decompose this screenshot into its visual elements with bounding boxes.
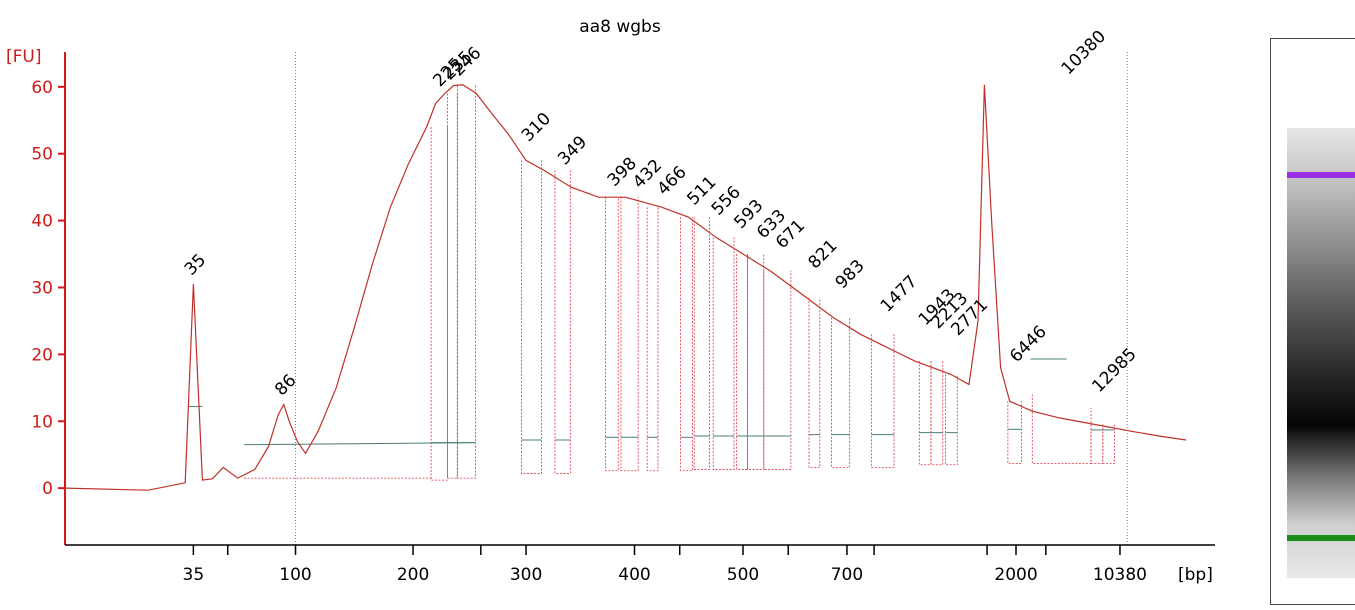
upper-marker-band — [1287, 172, 1355, 178]
region-markers — [295, 52, 1128, 545]
gel-lane — [1270, 38, 1355, 605]
peak-label: 6446 — [1006, 322, 1051, 367]
peak-box — [693, 217, 710, 470]
y-tick-label: 10 — [31, 412, 53, 432]
peak-box — [680, 217, 693, 472]
x-tick-label: 500 — [727, 565, 759, 585]
peak-box — [808, 297, 821, 468]
peak-box — [605, 197, 619, 472]
peak-box — [736, 254, 748, 470]
upper-marker-box — [1031, 394, 1092, 464]
gel-lane-image — [1287, 128, 1355, 578]
peak-box — [1007, 401, 1022, 464]
peak-box — [831, 317, 851, 468]
axes — [64, 52, 1215, 546]
peak-box — [620, 197, 639, 472]
y-axis-ticks: 0 10 20 30 40 50 60 — [31, 78, 65, 499]
peak-box — [763, 270, 792, 470]
peak-box — [1102, 424, 1115, 464]
peak-box — [646, 207, 659, 472]
upper-marker-label: 10380 — [1058, 27, 1110, 79]
trace — [64, 84, 1187, 491]
y-tick-label: 0 — [42, 479, 53, 499]
peak-label: 349 — [554, 132, 591, 169]
peak-box — [930, 361, 944, 466]
peak-label: 86 — [271, 371, 300, 400]
x-tick-label: 200 — [397, 565, 429, 585]
peak-label: 1477 — [877, 272, 922, 317]
peak-label: 12985 — [1088, 344, 1140, 396]
peak-box — [870, 334, 895, 468]
y-axis-unit: [FU] — [6, 47, 42, 67]
trace-line — [64, 84, 1187, 491]
x-tick-label: 700 — [831, 565, 863, 585]
peak-box — [521, 160, 542, 474]
chart-title: aa8 wgbs — [579, 17, 661, 37]
peak-box — [712, 237, 735, 470]
x-tick-label: 10380 — [1093, 565, 1147, 585]
peak-box — [747, 254, 765, 470]
peak-box — [456, 85, 476, 479]
x-tick-label: 35 — [183, 565, 205, 585]
y-tick-label: 50 — [31, 145, 53, 165]
peak-boxes — [188, 85, 1115, 481]
peak-box — [430, 126, 448, 481]
peak-box — [446, 93, 458, 479]
y-tick-label: 20 — [31, 345, 53, 365]
lower-marker-band — [1287, 535, 1355, 541]
electropherogram-chart: aa8 wgbs [FU] [bp] 0 10 20 30 40 50 60 35 100 20… — [6, 17, 1215, 585]
peak-label: 821 — [805, 236, 842, 273]
lower-marker-label: 35 — [181, 250, 210, 279]
x-tick-label: 400 — [618, 565, 650, 585]
peak-box — [554, 170, 571, 474]
y-tick-label: 60 — [31, 78, 53, 98]
peak-box — [918, 361, 932, 466]
x-tick-label: 100 — [279, 565, 311, 585]
x-axis-unit: [bp] — [1178, 565, 1213, 585]
x-axis-ticks: 35 100 200 300 400 500 700 2000 10380 — [183, 545, 1147, 585]
x-tick-label: 2000 — [994, 565, 1037, 585]
y-tick-label: 40 — [31, 212, 53, 232]
peak-labels: 3586225235246310349398432466511556593633… — [181, 27, 1141, 400]
peak-label: 983 — [832, 256, 869, 293]
peak-label: 310 — [518, 109, 555, 146]
peak-box — [945, 374, 958, 466]
x-tick-label: 300 — [510, 565, 542, 585]
y-tick-label: 30 — [31, 278, 53, 298]
smear-baseline — [243, 442, 476, 446]
